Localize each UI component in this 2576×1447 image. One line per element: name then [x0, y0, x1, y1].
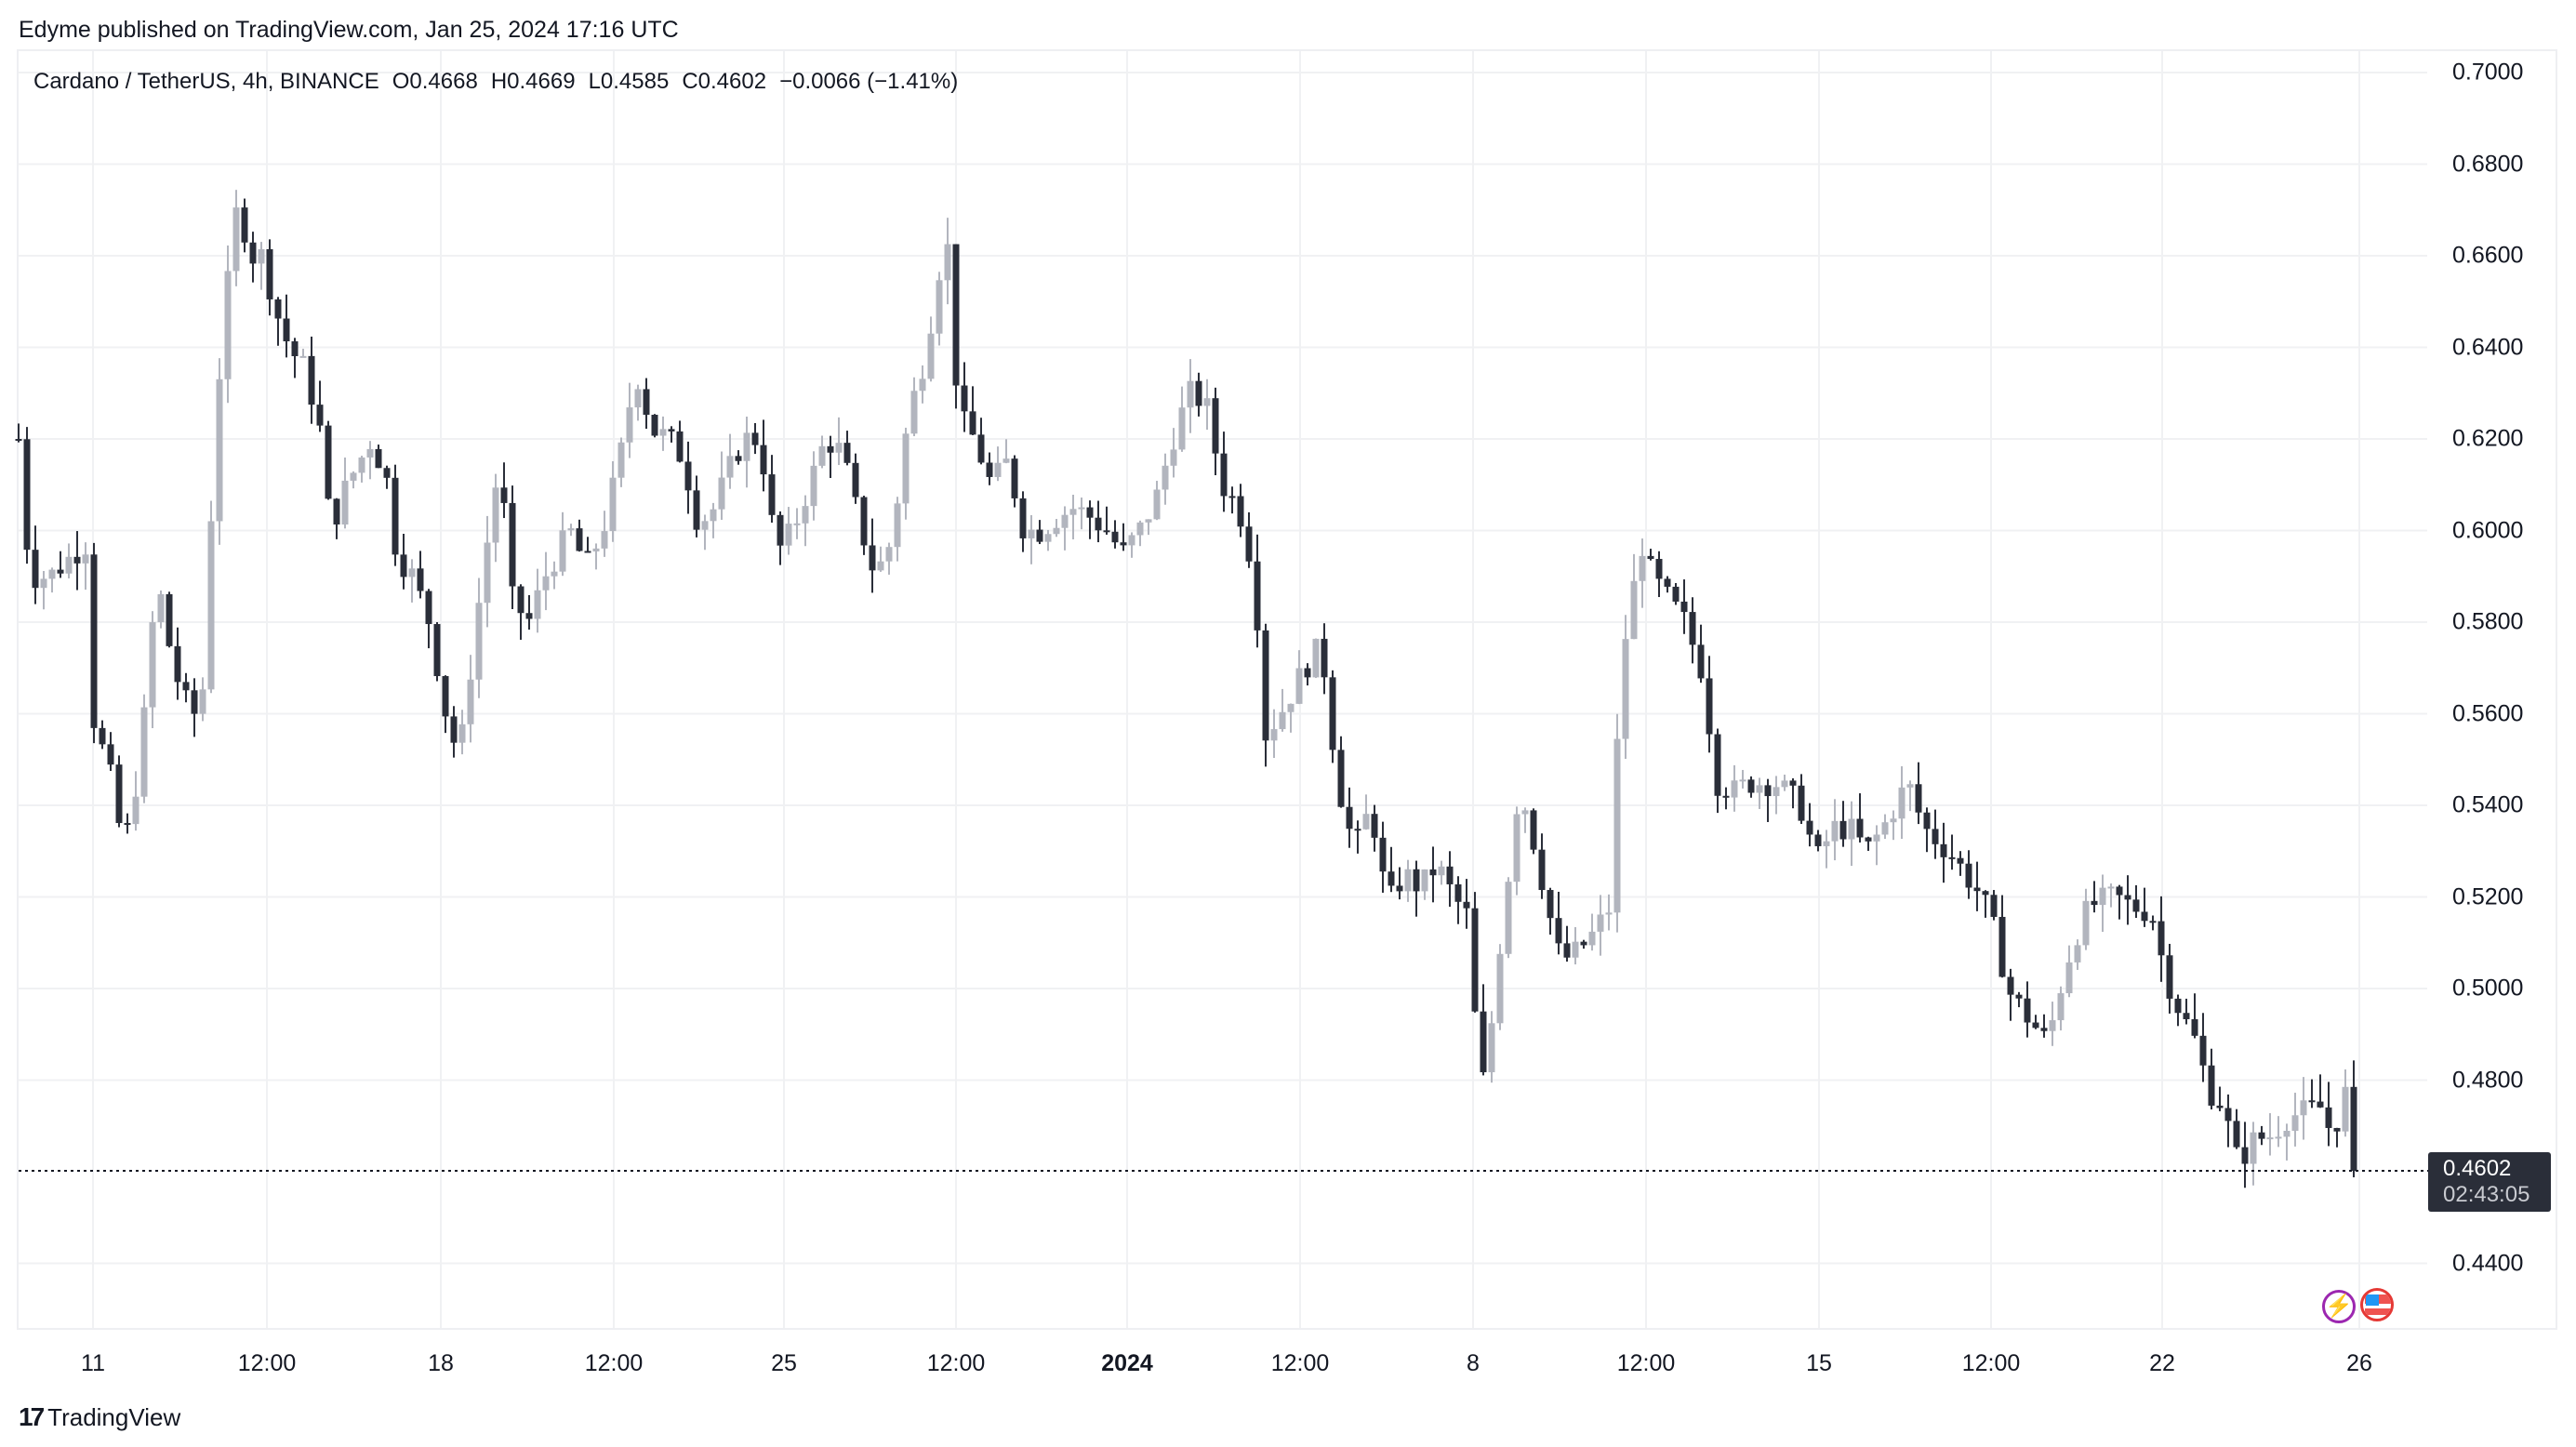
time-axis-label: 22 [2149, 1350, 2175, 1376]
legend-low: L0.4585 [588, 69, 670, 94]
time-axis-label: 12:00 [926, 1350, 986, 1376]
time-axis-label: 12:00 [1961, 1350, 2021, 1376]
tradingview-logo-icon: 17 [19, 1402, 45, 1431]
time-axis-label: 2024 [1101, 1350, 1153, 1376]
time-axis-label: 12:00 [584, 1350, 644, 1376]
price-axis-label: 0.5000 [2452, 975, 2524, 1002]
price-axis-label: 0.7000 [2452, 59, 2524, 86]
last-price-tag: 0.4602 02:43:05 [2428, 1152, 2551, 1212]
price-axis-label: 0.6000 [2452, 517, 2524, 543]
price-axis-label: 0.5800 [2452, 608, 2524, 635]
time-axis-label: 15 [1806, 1350, 1832, 1376]
tradingview-logo-text: TradingView [47, 1402, 181, 1431]
time-axis-label: 8 [1467, 1350, 1480, 1376]
legend-open: O0.4668 [392, 69, 478, 94]
publish-caption: Edyme published on TradingView.com, Jan … [19, 17, 679, 43]
chart-frame [17, 49, 2557, 1330]
legend-symbol: Cardano / TetherUS, 4h, BINANCE [33, 69, 379, 94]
price-axis-label: 0.4800 [2452, 1067, 2524, 1093]
time-axis-label: 25 [771, 1350, 797, 1376]
last-price: 0.4602 [2443, 1156, 2512, 1181]
price-axis-label: 0.6600 [2452, 242, 2524, 269]
time-axis-label: 12:00 [237, 1350, 297, 1376]
tradingview-logo[interactable]: 17 TradingView [19, 1402, 180, 1432]
legend-close: C0.4602 [682, 69, 767, 94]
time-axis-label: 11 [81, 1350, 105, 1376]
legend-change: −0.0066 (−1.41%) [779, 69, 959, 94]
time-axis-label: 18 [428, 1350, 454, 1376]
us-flag-event-icon[interactable] [2360, 1288, 2394, 1321]
price-axis-label: 0.4400 [2452, 1250, 2524, 1276]
price-axis-label: 0.6800 [2452, 151, 2524, 177]
time-axis-label: 26 [2346, 1350, 2372, 1376]
bar-countdown: 02:43:05 [2443, 1182, 2530, 1207]
lightning-event-icon[interactable]: ⚡ [2322, 1290, 2356, 1323]
price-axis-label: 0.6400 [2452, 334, 2524, 360]
symbol-legend: Cardano / TetherUS, 4h, BINANCE O0.4668 H0… [33, 69, 971, 95]
time-axis-label: 12:00 [1270, 1350, 1330, 1376]
time-axis-label: 12:00 [1616, 1350, 1676, 1376]
price-axis-label: 0.6200 [2452, 425, 2524, 452]
price-axis-label: 0.5400 [2452, 791, 2524, 818]
price-axis-label: 0.5200 [2452, 883, 2524, 909]
price-axis-label: 0.5600 [2452, 700, 2524, 726]
legend-high: H0.4669 [490, 69, 576, 94]
